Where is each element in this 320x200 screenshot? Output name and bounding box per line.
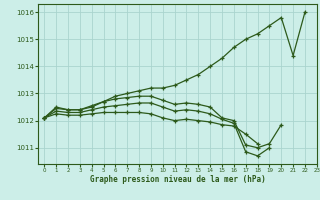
X-axis label: Graphe pression niveau de la mer (hPa): Graphe pression niveau de la mer (hPa) — [90, 175, 266, 184]
